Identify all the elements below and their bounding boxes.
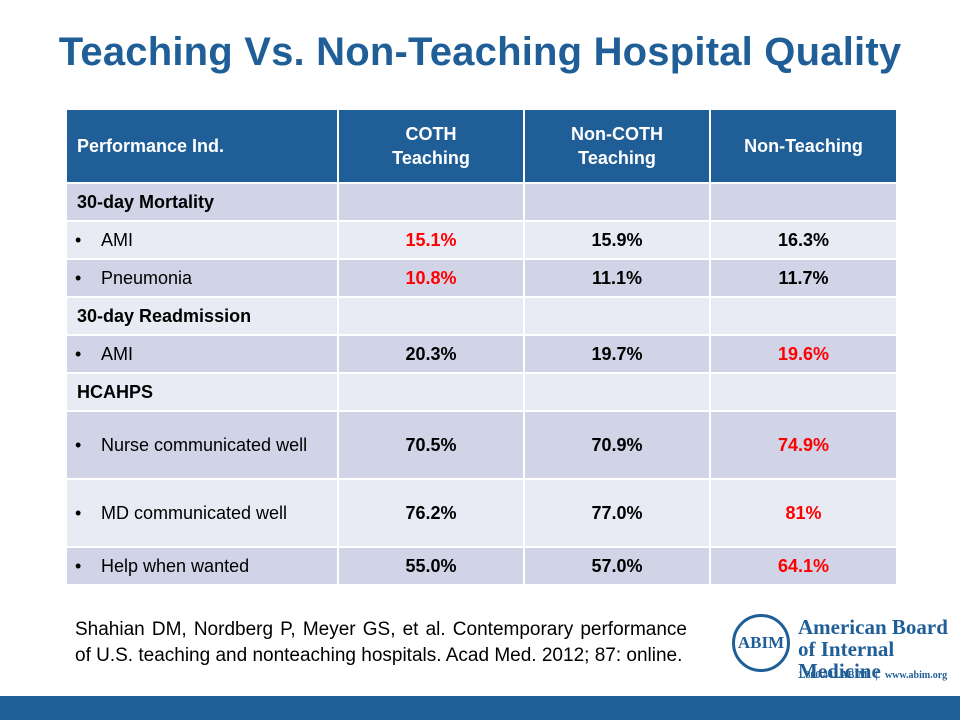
value-cell: 70.9% — [523, 410, 711, 480]
header-performance-indicator: Performance Ind. — [65, 108, 339, 184]
table-row: • AMI 15.1% 15.9% 16.3% — [65, 220, 898, 260]
value-cell: 16.3% — [709, 220, 898, 260]
bullet-icon: • — [75, 230, 82, 250]
section-label: 30-day Mortality — [65, 182, 339, 222]
value-cell: 11.7% — [709, 258, 898, 298]
slide-title: Teaching Vs. Non-Teaching Hospital Quali… — [58, 30, 902, 74]
table-row: • Pneumonia 10.8% 11.1% 11.7% — [65, 258, 898, 298]
row-label-text: Nurse communicated well — [101, 435, 308, 455]
row-label: • AMI — [65, 220, 339, 260]
bullet-icon: • — [75, 503, 82, 523]
bullet-icon: • — [75, 344, 82, 364]
value-cell: 19.7% — [523, 334, 711, 374]
empty-cell — [709, 182, 898, 222]
value-cell: 19.6% — [709, 334, 898, 374]
value-cell: 10.8% — [337, 258, 525, 298]
section-row: HCAHPS — [65, 372, 898, 412]
section-row: 30-day Mortality — [65, 182, 898, 222]
footer-bar — [0, 696, 960, 720]
row-label-text: Help when wanted — [101, 556, 250, 576]
table-row: • Help when wanted 55.0% 57.0% 64.1% — [65, 546, 898, 586]
abim-name: American Board of Internal Medicine — [798, 616, 954, 682]
value-cell: 81% — [709, 478, 898, 548]
header-non-coth-teaching: Non-COTH Teaching — [523, 108, 711, 184]
section-label: 30-day Readmission — [65, 296, 339, 336]
table-row: • AMI 20.3% 19.7% 19.6% — [65, 334, 898, 374]
abim-contact: 1.800.441.ABIM | www.abim.org — [798, 670, 954, 681]
section-row: 30-day Readmission — [65, 296, 898, 336]
abim-separator: | — [875, 670, 878, 681]
row-label-text: Pneumonia — [101, 268, 193, 288]
header-coth-teaching: COTH Teaching — [337, 108, 525, 184]
abim-logo: ABIM American Board of Internal Medicine… — [728, 608, 952, 692]
value-cell: 15.1% — [337, 220, 525, 260]
value-cell: 57.0% — [523, 546, 711, 586]
header-non-teaching: Non-Teaching — [709, 108, 898, 184]
empty-cell — [337, 182, 525, 222]
value-cell: 11.1% — [523, 258, 711, 298]
value-cell: 64.1% — [709, 546, 898, 586]
abim-website: www.abim.org — [884, 670, 948, 681]
value-cell: 77.0% — [523, 478, 711, 548]
abim-name-line1: American Board — [798, 615, 948, 639]
row-label: • Nurse communicated well — [65, 410, 339, 480]
value-cell: 70.5% — [337, 410, 525, 480]
abim-seal-icon: ABIM — [732, 614, 790, 672]
value-cell: 76.2% — [337, 478, 525, 548]
value-cell: 74.9% — [709, 410, 898, 480]
row-label-text: MD communicated well — [101, 503, 288, 523]
empty-cell — [337, 296, 525, 336]
value-cell: 55.0% — [337, 546, 525, 586]
row-label: • MD communicated well — [65, 478, 339, 548]
row-label: • AMI — [65, 334, 339, 374]
row-label-text: AMI — [101, 230, 134, 250]
empty-cell — [523, 296, 711, 336]
abim-name-line2: of Internal Medicine — [798, 637, 895, 683]
empty-cell — [709, 296, 898, 336]
row-label: • Help when wanted — [65, 546, 339, 586]
empty-cell — [709, 372, 898, 412]
bullet-icon: • — [75, 556, 82, 576]
table-header-row: Performance Ind. COTH Teaching Non-COTH Te… — [65, 108, 898, 184]
citation: Shahian DM, Nordberg P, Meyer GS, et al.… — [75, 619, 687, 666]
row-label-text: AMI — [101, 344, 134, 364]
section-label: HCAHPS — [65, 372, 339, 412]
performance-table: Performance Ind. COTH Teaching Non-COTH Te… — [65, 108, 898, 586]
empty-cell — [337, 372, 525, 412]
bullet-icon: • — [75, 268, 82, 288]
value-cell: 15.9% — [523, 220, 711, 260]
row-label: • Pneumonia — [65, 258, 339, 298]
abim-phone: 1.800.441.ABIM — [798, 670, 868, 681]
empty-cell — [523, 372, 711, 412]
table-body: 30-day Mortality • AMI 15.1% 15.9% 16.3% • Pneu… — [65, 182, 898, 586]
value-cell: 20.3% — [337, 334, 525, 374]
bullet-icon: • — [75, 435, 82, 455]
empty-cell — [523, 182, 711, 222]
table-row: • Nurse communicated well 70.5% 70.9% 74.9% — [65, 410, 898, 480]
table-row: • MD communicated well 76.2% 77.0% 81% — [65, 478, 898, 548]
